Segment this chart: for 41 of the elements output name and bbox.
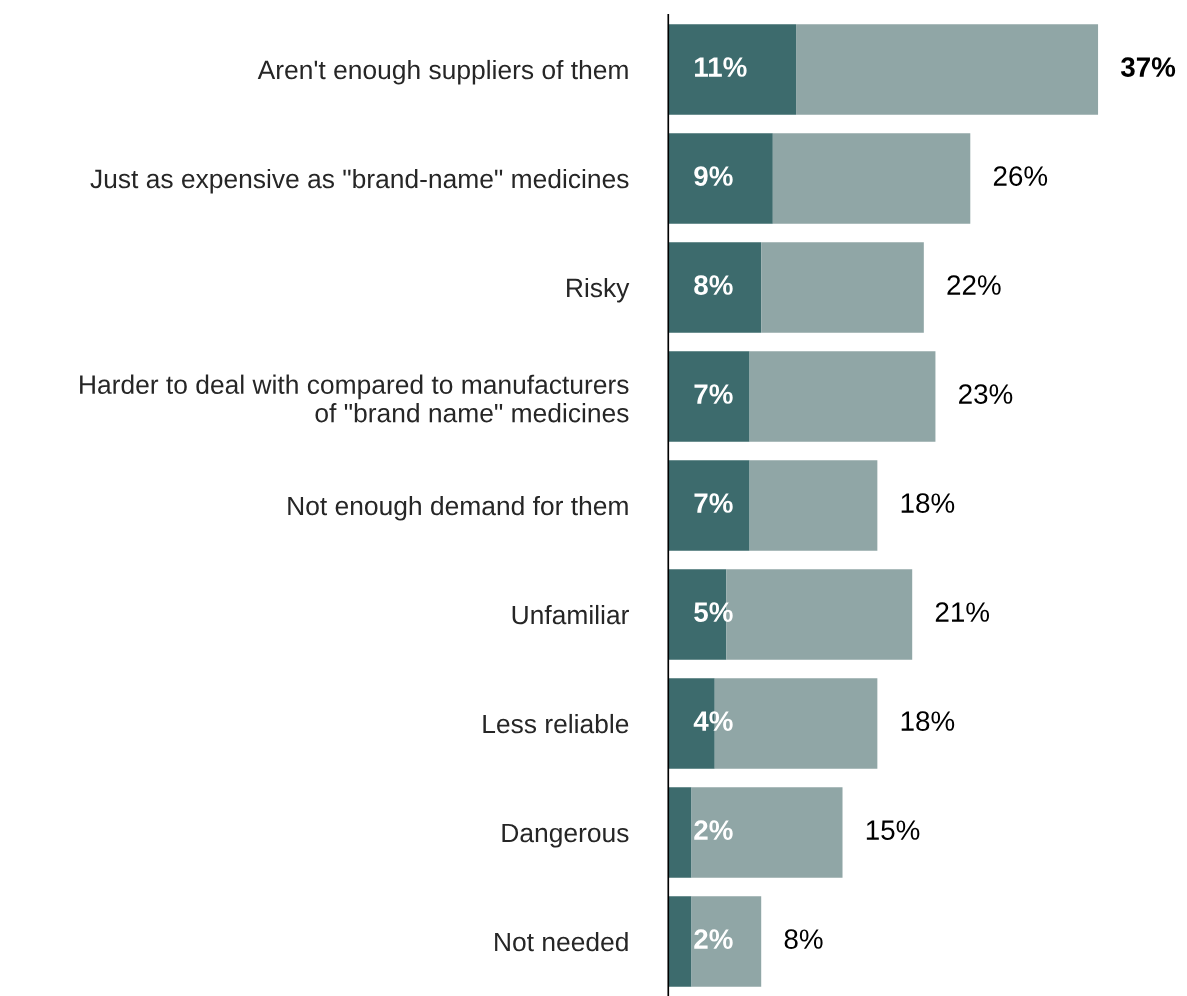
total-label: 22% (947, 275, 1001, 295)
y-tick-label: Less reliable (483, 713, 629, 734)
total-label: 37% (1120, 57, 1176, 77)
data-label: 7% (694, 493, 733, 513)
bar (749, 351, 936, 442)
total-label: 15% (866, 820, 920, 840)
bar (668, 787, 692, 878)
data-label: 11% (695, 57, 747, 77)
y-tick-label: Dangerous (502, 823, 629, 848)
data-label: 8% (694, 275, 733, 295)
total-label: 23% (959, 384, 1013, 404)
bar (668, 896, 692, 987)
total-label: 8% (784, 929, 823, 949)
bar (668, 24, 797, 115)
y-tick-label: Risky (567, 277, 630, 303)
total-label: 18% (901, 711, 955, 731)
bar (668, 460, 750, 551)
total-label: 18% (901, 493, 955, 513)
y-tick-label: Aren't enough suppliers of them (257, 59, 628, 85)
y-tick-label: Not needed (495, 931, 628, 952)
data-label: 2% (694, 820, 733, 840)
bar (772, 133, 971, 224)
y-tick-label: Unfamiliar (512, 604, 629, 625)
data-label: 4% (693, 711, 733, 731)
bar (668, 351, 750, 442)
bar (691, 787, 843, 878)
y-tick-label: Just as expensive as "brand-name" medicines (90, 168, 629, 194)
total-label: 26% (993, 166, 1048, 186)
data-label: 2% (694, 929, 733, 949)
y-tick-label: Not enough demand for them (288, 495, 628, 521)
bar (796, 24, 1099, 115)
bar (668, 242, 762, 333)
y-tick-label: Harder to deal with compared to manufacturers of "brand name" medicines (80, 374, 629, 423)
data-label: 7% (694, 384, 733, 404)
bar (668, 133, 773, 224)
total-label: 21% (935, 602, 990, 622)
bar (761, 242, 924, 333)
data-label: 9% (694, 166, 733, 186)
bar (691, 896, 762, 987)
bar (749, 460, 878, 551)
data-label: 5% (694, 602, 733, 622)
